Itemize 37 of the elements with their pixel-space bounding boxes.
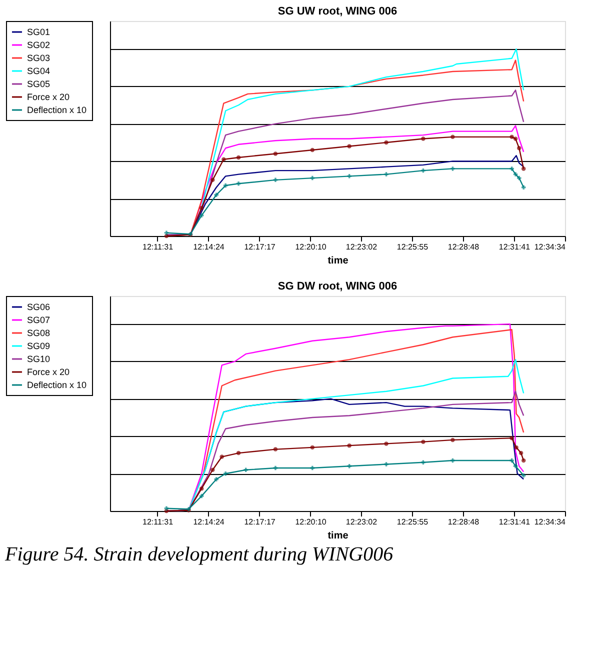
x-tick-label: 12:25:55 [396,518,429,526]
legend-label: SG07 [27,315,50,325]
x-tick-label: 12:20:10 [295,242,327,252]
x-tick-label: 12:20:10 [295,518,327,526]
x-axis-title: time [328,530,349,542]
caption: Figure 54. Strain development during WING006 [4,544,394,566]
legend-label: Force x 20 [27,367,70,377]
x-tick-label: 12:17:17 [244,242,276,252]
legend-label: SG10 [27,354,50,364]
chart-title: SG DW root, WING 006 [278,280,398,292]
x-tick-label: 12:34:34 [534,242,566,252]
legend-label: SG08 [27,328,50,338]
x-tick-label: 12:25:55 [396,242,429,252]
legend-label: Force x 20 [27,92,70,102]
x-tick-label: 12:11:31 [142,242,174,252]
legend-label: SG02 [27,40,50,50]
x-tick-label: 12:31:41 [498,242,531,252]
x-axis-title: time [328,256,349,266]
legend-label: SG05 [27,79,50,89]
x-tick-label: 12:14:24 [193,242,225,252]
legend-label: SG06 [27,302,50,312]
legend-label: SG09 [27,341,50,351]
legend-label: Deflection x 10 [27,105,87,115]
x-tick-label: 12:11:31 [142,518,174,526]
x-tick-label: 12:17:17 [244,518,276,526]
x-tick-label: 12:23:02 [346,518,378,526]
x-tick-label: 12:34:34 [534,518,566,526]
x-tick-label: 12:31:41 [498,518,531,526]
legend-label: SG01 [27,27,50,37]
x-tick-label: 12:28:48 [448,242,480,252]
legend-label: SG04 [27,66,50,76]
chart-title: SG UW root, WING 006 [278,6,398,18]
legend-label: Deflection x 10 [27,380,87,390]
legend-label: SG03 [27,53,50,63]
x-tick-label: 12:28:48 [448,518,480,526]
x-tick-label: 12:23:02 [346,242,378,252]
x-tick-label: 12:14:24 [193,518,225,526]
